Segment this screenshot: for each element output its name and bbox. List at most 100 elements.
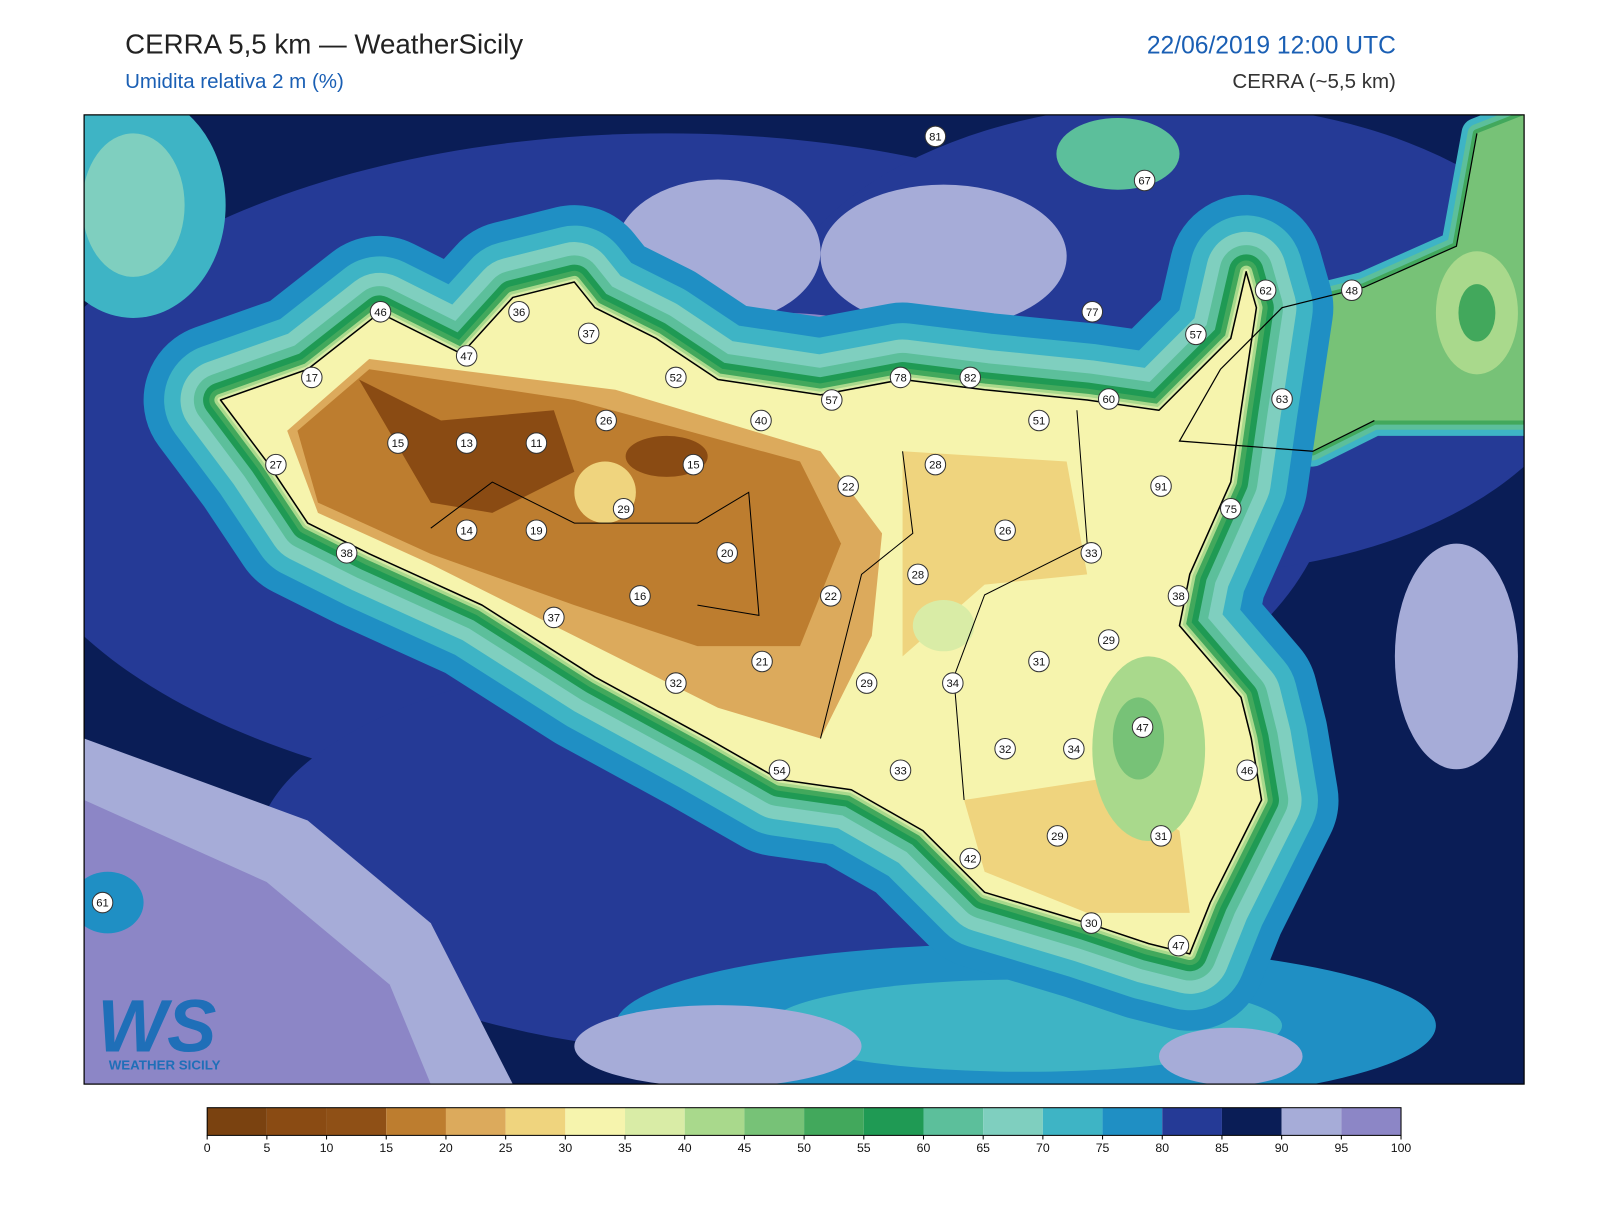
station-value: 78 [894,373,907,385]
station-marker [907,563,929,586]
station-value: 19 [530,525,543,537]
station-marker [716,542,738,564]
map [84,114,1525,1085]
station-value: 29 [1051,831,1064,843]
station-value: 62 [1259,285,1272,297]
colorbar-bin [207,1107,267,1136]
station-marker [821,389,843,411]
station-marker [751,650,773,673]
station-value: 57 [1190,329,1203,341]
border [820,451,914,739]
station-value: 47 [1136,722,1149,734]
station-value: 26 [999,525,1012,537]
colorbar-bin [565,1107,626,1136]
station-value: 32 [999,744,1012,756]
station-value: 30 [1085,918,1098,930]
station-value: 77 [1086,307,1099,319]
station-value: 67 [1138,176,1151,188]
station-marker [629,585,651,607]
station-value: 34 [1068,744,1081,756]
field-blob [84,133,185,277]
station-marker [820,585,842,607]
colorbar: 0 5 10 15 20 25 30 35 40 45 50 55 60 65 70 75 80 85 90 95 10… [204,1107,1412,1155]
station-marker [855,672,878,694]
colorbar-tick-label: 5 [263,1141,270,1155]
station-marker [924,453,947,476]
colorbar-tick-label: 100 [1391,1141,1412,1155]
station-marker [665,672,687,694]
field-blob [574,1005,862,1085]
colorbar-tick-label: 35 [618,1141,632,1155]
model-label: CERRA (~5,5 km) [1232,70,1395,93]
station-value: 17 [306,373,319,385]
station-value: 22 [842,481,855,493]
station-value: 31 [1155,831,1168,843]
subtitle: Umidita relativa 2 m (%) [125,70,344,93]
colorbar-bin [1341,1107,1402,1136]
colorbar-bin [684,1107,745,1136]
station-value: 40 [755,416,768,428]
station-value: 37 [582,328,595,340]
colorbar-bin [625,1107,685,1136]
station-value: 46 [374,307,387,319]
station-value: 33 [894,765,907,777]
station-marker [1028,650,1050,673]
station-value: 16 [634,591,647,603]
colorbar-bin [804,1107,864,1136]
land-field [1458,284,1496,342]
field-blob [820,184,1067,329]
field-blob [84,799,431,1085]
station-marker [1341,279,1363,302]
station-marker [889,759,912,782]
station-value: 33 [1085,548,1098,560]
station-marker [994,519,1016,542]
colorbar-tick-label: 40 [678,1141,692,1155]
station-value: 46 [1241,765,1254,777]
station-marker [750,409,772,432]
colorbar-bin [1042,1107,1103,1136]
colorbar-bin [744,1107,805,1136]
station-value: 36 [513,307,526,319]
colorbar-bin [863,1107,924,1136]
colorbar-tick-label: 75 [1096,1141,1110,1155]
station-value: 51 [1033,416,1046,428]
station-marker [959,366,982,389]
station-value: 47 [460,351,473,363]
station-value: 38 [340,548,353,560]
station-marker [455,519,478,542]
station-value: 52 [670,373,683,385]
colorbar-tick-label: 20 [439,1141,453,1155]
station-marker [455,345,478,367]
station-value: 29 [1102,635,1115,647]
station-marker [1028,409,1050,432]
station-value: 81 [929,132,942,144]
station-marker [265,453,287,476]
logo-text: WEATHER SICILY [109,1058,221,1073]
colorbar-tick-label: 60 [917,1141,931,1155]
border [953,410,1088,801]
colorbar-tick-label: 25 [499,1141,513,1155]
station-value: 28 [912,569,925,581]
station-marker [1167,585,1190,607]
colorbar-tick-label: 95 [1334,1141,1348,1155]
station-value: 31 [1033,657,1046,669]
border [430,481,760,616]
station-marker [1150,825,1172,847]
colorbar-bin [1281,1107,1342,1136]
station-value: 29 [617,504,630,516]
station-marker [1131,716,1154,738]
station-marker [665,366,687,389]
station-marker [1167,934,1190,957]
station-marker [1150,475,1172,497]
station-value: 22 [825,591,838,603]
station-marker [1046,825,1069,847]
colorbar-bin [1221,1107,1282,1136]
station-marker [1254,279,1277,302]
coastline [1178,133,1478,452]
colorbar-bin [445,1107,506,1136]
station-value: 21 [756,657,769,669]
station-value: 48 [1346,285,1359,297]
station-value: 27 [270,460,283,472]
station-marker [387,432,409,454]
